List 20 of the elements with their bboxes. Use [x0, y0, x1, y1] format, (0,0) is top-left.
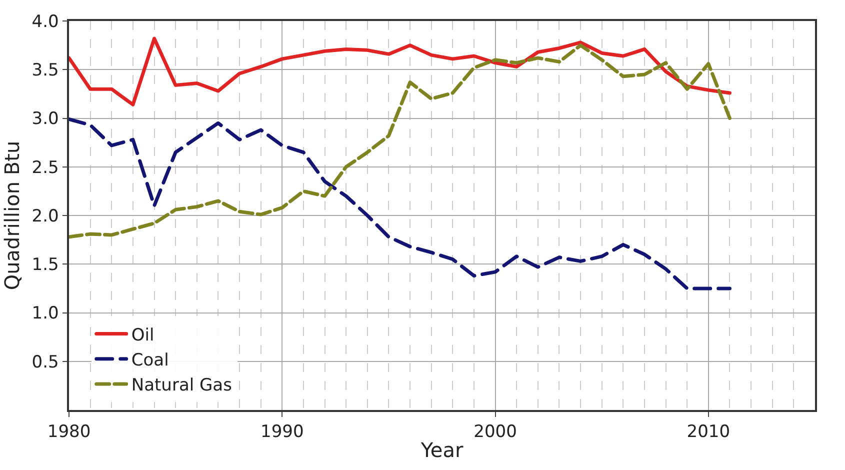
y-tick-label: 4.0: [32, 12, 59, 32]
x-tick-label: 2000: [474, 422, 517, 442]
y-tick-label: 1.5: [32, 255, 59, 276]
x-tick-label: 1990: [260, 422, 304, 442]
legend-label: Coal: [131, 350, 169, 370]
legend-label: Natural Gas: [131, 376, 232, 396]
y-tick-label: 3.0: [32, 109, 59, 130]
x-tick-label: 1980: [47, 422, 91, 442]
y-tick-label: 3.5: [32, 60, 59, 81]
y-tick-label: 0.5: [32, 352, 59, 372]
legend-label: Oil: [131, 325, 154, 346]
y-tick-label: 2.0: [32, 206, 59, 226]
line-series: [69, 44, 732, 239]
line-series: [69, 117, 732, 290]
line-series: [69, 36, 732, 106]
y-axis-title: Quadrillion Btu: [0, 140, 24, 290]
y-tick-label: 1.0: [32, 304, 59, 324]
y-tick-label: 2.5: [32, 158, 59, 178]
x-axis-title: Year: [420, 438, 464, 462]
x-tick-label: 2010: [686, 422, 730, 442]
